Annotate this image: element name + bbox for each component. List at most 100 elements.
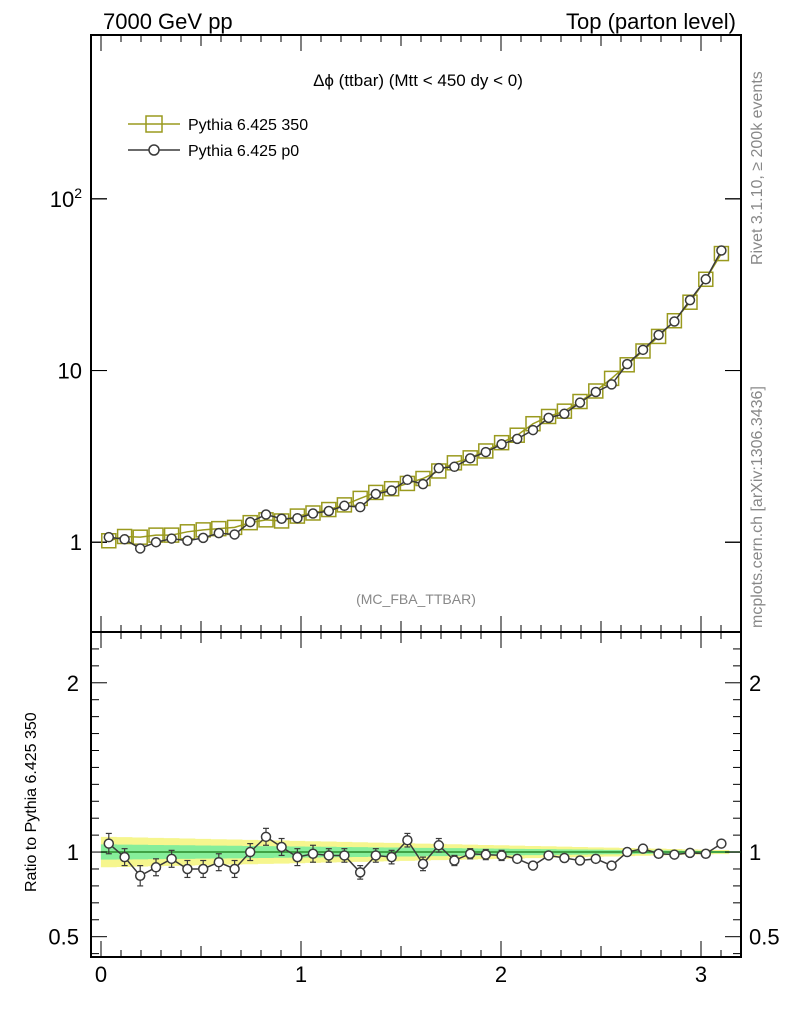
data-point-square [698,271,714,288]
ratio-y-tick-label-left: 2 [67,671,79,696]
data-point-circle [480,446,492,458]
ratio-y-tick-label-right: 2 [749,671,761,696]
tick-labels: 1 10 102 0.5 0.5 1 1 2 2 0 1 2 3 [48,185,779,987]
data-point-circle [323,505,335,517]
ratio-data-point [150,862,162,873]
y-tick-label: 10 [58,359,82,384]
ratio-data-point [606,860,617,871]
ratio-y-tick-label-right: 1 [749,840,761,865]
rivet-label: Rivet 3.1.10, ≥ 200k events [749,71,766,265]
data-point-circle [653,329,664,341]
legend-label-ref: Pythia 6.425 350 [188,117,308,134]
ratio-data-point [276,841,287,853]
data-point-circle [590,386,602,398]
ratio-data-point [543,850,554,861]
data-point-circle [511,433,523,445]
data-point-circle [386,485,397,496]
data-point-square [666,312,683,329]
ratio-data-point [197,863,209,875]
mcplots-label: mcplots.cern.ch [arXiv:1306.3436] [749,386,766,628]
data-point-circle [370,488,382,500]
data-point-square [588,383,604,399]
data-point-circle [150,536,162,548]
data-point-circle [527,424,539,436]
data-point-circle [134,543,146,554]
data-point-circle [716,245,727,256]
y-tick-label: 1 [70,530,82,555]
ratio-data-point [700,848,712,859]
header-left: 7000 GeV pp [103,9,233,34]
data-point-circle [354,501,366,513]
data-point-circle [574,397,586,408]
axis-ticks [91,35,741,957]
data-point-circle [339,500,350,512]
ratio-data-point [653,848,664,859]
data-point-circle [449,461,460,473]
ratio-data-point [511,853,523,865]
ratio-data-point [166,853,177,865]
data-point-square [619,357,635,373]
legend-circle-icon [148,144,160,156]
ratio-data-point [213,856,225,868]
data-point-circle [417,478,429,490]
data-point-circle [307,508,319,519]
ratio-y-axis-label: Ratio to Pythia 6.425 350 [23,712,40,892]
x-tick-label: 2 [495,962,507,987]
data-point-circle [244,516,256,528]
data-point-circle [543,412,554,424]
data-point-circle [606,379,617,390]
main-plot-series [101,245,730,554]
data-point-square [336,497,353,513]
ratio-data-point [119,851,130,863]
data-point-square [572,393,588,410]
ratio-data-point [292,851,303,863]
ratio-data-point [464,848,476,859]
x-tick-label: 3 [695,962,707,987]
analysis-label: (MC_FBA_TTBAR) [356,591,476,607]
ratio-data-point [307,848,319,859]
ratio-data-point [433,840,445,851]
data-point-circle [103,531,115,543]
data-point-circle [621,358,633,370]
ratio-data-point [559,852,570,864]
ratio-data-point [134,870,146,881]
ratio-data-point [339,850,350,861]
ratio-data-point [182,863,193,875]
data-point-circle [700,274,712,285]
data-point-circle [166,533,177,544]
data-point-circle [182,535,193,546]
ratio-data-point [386,851,397,863]
ratio-data-point [716,838,727,849]
data-point-circle [213,527,225,539]
data-point-circle [433,462,445,474]
data-point-circle [229,529,240,540]
legend: Pythia 6.425 350 Pythia 6.425 p0 [128,115,308,160]
ratio-data-point [637,843,649,854]
data-point-circle [637,344,649,356]
ratio-data-point [103,838,115,849]
data-point-circle [119,534,130,545]
ratio-data-point [621,846,633,858]
data-point-circle [464,453,476,464]
data-point-circle [684,294,696,306]
data-point-circle [292,512,303,524]
data-point-square [462,450,478,466]
ratio-data-point [590,853,602,865]
legend-label-mc: Pythia 6.425 p0 [188,143,299,160]
ratio-data-point [480,849,492,860]
data-point-square [493,434,510,451]
data-point-circle [197,532,209,544]
data-point-square [242,514,258,531]
ratio-data-point [669,849,680,860]
series-line-pythia-p0 [108,250,723,550]
header-right: Top (parton level) [566,9,736,34]
ratio-data-point [417,858,429,870]
y-tick-label: 102 [50,185,82,212]
ratio-data-point [684,847,696,859]
data-point-circle [496,439,507,450]
data-point-circle [669,316,680,327]
ratio-data-point [323,850,335,861]
ratio-plot-frame [90,631,742,958]
data-point-square [635,343,651,359]
